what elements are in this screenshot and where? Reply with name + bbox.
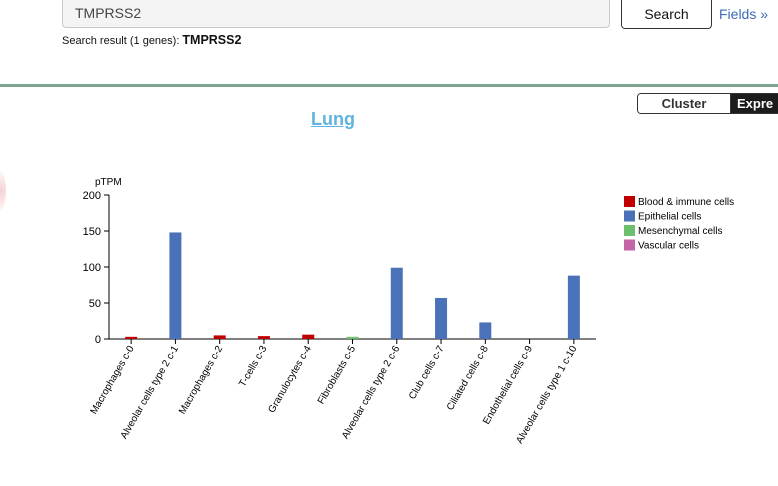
fields-link[interactable]: Fields » <box>719 6 769 22</box>
x-tick-label: Fibroblasts c-5 <box>316 344 359 407</box>
search-input[interactable]: TMPRSS2 <box>62 0 610 28</box>
search-button[interactable]: Search <box>621 0 712 29</box>
search-result-summary: Search result (1 genes): TMPRSS2 <box>62 33 241 47</box>
legend-swatch <box>624 225 635 236</box>
legend-swatch <box>624 210 635 222</box>
x-tick-label: Club cells c-7 <box>407 344 447 402</box>
bar <box>125 336 138 339</box>
section-divider <box>0 84 778 87</box>
legend-label: Vascular cells <box>638 241 699 252</box>
bar <box>213 335 226 339</box>
y-tick-label: 200 <box>83 190 101 202</box>
bar <box>346 336 359 339</box>
y-tick-label: 50 <box>89 298 101 310</box>
legend-swatch <box>624 239 635 251</box>
bar <box>479 322 492 339</box>
bar <box>169 232 182 339</box>
y-tick-label: 0 <box>95 334 101 346</box>
y-tick-label: 100 <box>83 262 101 274</box>
x-tick-label: Macrophages c-0 <box>89 344 137 417</box>
legend-label: Blood & immune cells <box>638 197 734 208</box>
x-tick-label: T-cells c-3 <box>237 344 270 389</box>
search-result-prefix: Search result (1 genes): <box>62 35 180 47</box>
bar <box>257 336 270 339</box>
toggle-cluster[interactable]: Cluster <box>638 94 731 113</box>
legend-label: Mesenchymal cells <box>638 226 722 237</box>
y-tick-label: 150 <box>83 226 101 238</box>
x-tick-label: Endothelial cells c-9 <box>481 344 535 427</box>
view-toggle[interactable]: Cluster Expre <box>637 93 778 114</box>
x-tick-label: Granulocytes c-4 <box>267 344 315 415</box>
bar <box>435 297 448 339</box>
legend-swatch <box>624 196 635 207</box>
x-tick-label: Ciliated cells c-8 <box>445 344 491 413</box>
tissue-title-link[interactable]: Lung <box>311 109 355 129</box>
cropped-tissue-image <box>0 170 6 212</box>
search-result-gene[interactable]: TMPRSS2 <box>182 33 242 47</box>
x-tick-label: Macrophages c-2 <box>177 344 225 417</box>
bar <box>390 267 403 339</box>
toggle-expression[interactable]: Expre <box>731 94 778 113</box>
bar <box>302 334 315 339</box>
y-axis-label: pTPM <box>95 177 122 188</box>
bar <box>567 275 580 339</box>
legend-label: Epithelial cells <box>638 212 701 223</box>
